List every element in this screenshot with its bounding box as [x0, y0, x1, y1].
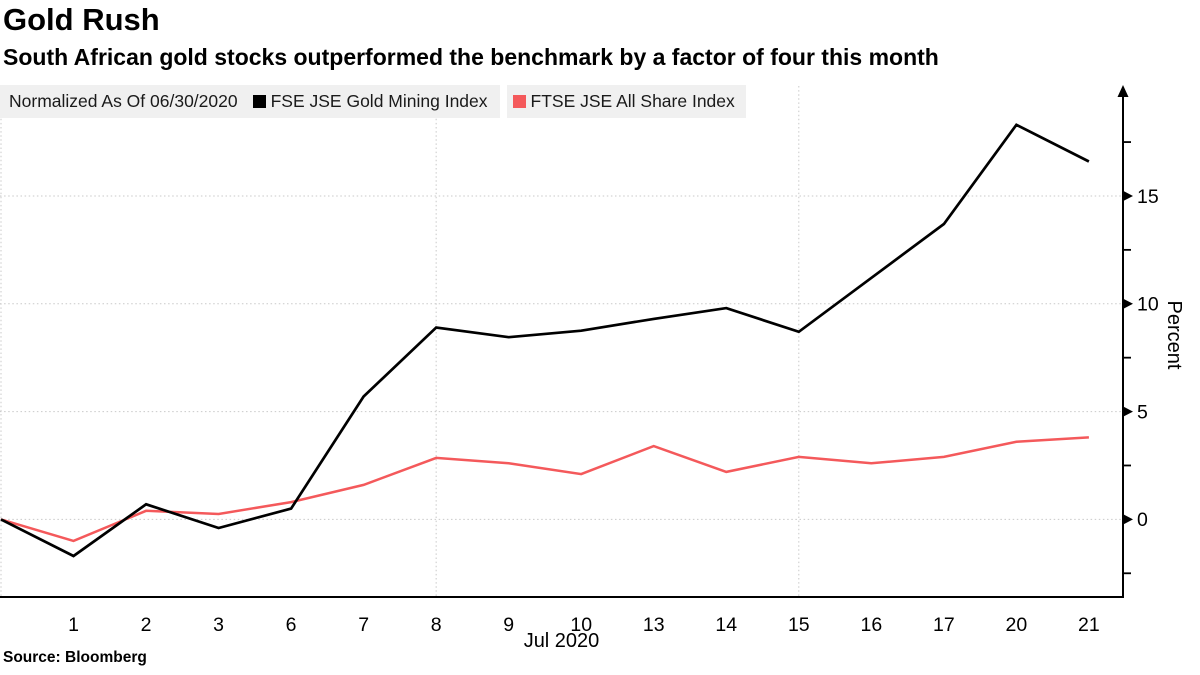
- x-tick-label: 7: [358, 614, 369, 636]
- legend-box-right: FTSE JSE All Share Index: [506, 85, 746, 118]
- x-tick-label: 16: [860, 614, 882, 636]
- x-tick-label: 6: [286, 614, 297, 636]
- y-tick-label: 5: [1137, 401, 1148, 423]
- y-tick-label: 10: [1137, 294, 1159, 316]
- x-tick-label: 3: [213, 614, 224, 636]
- y-tick-arrow-icon: [1123, 298, 1133, 309]
- legend-box-left: Normalized As Of 06/30/2020 FSE JSE Gold…: [0, 85, 500, 118]
- x-tick-label: 20: [1006, 614, 1028, 636]
- x-tick-label: 14: [715, 614, 737, 636]
- legend-bar: Normalized As Of 06/30/2020 FSE JSE Gold…: [0, 85, 746, 118]
- x-tick-label: 9: [503, 614, 514, 636]
- x-tick-label: 2: [141, 614, 152, 636]
- x-tick-label: 15: [788, 614, 810, 636]
- y-axis-arrow-icon: [1117, 85, 1129, 97]
- legend-item-gold-mining: FSE JSE Gold Mining Index: [252, 91, 488, 112]
- x-axis-title: Jul 2020: [524, 630, 600, 652]
- series-line-gold-mining: [0, 123, 1090, 558]
- x-tick-label: 17: [933, 614, 955, 636]
- y-tick-arrow-icon: [1123, 514, 1133, 525]
- page-title: Gold Rush: [3, 2, 160, 37]
- all-share-series-swatch-icon: [512, 95, 526, 108]
- y-axis-title: Percent: [1163, 301, 1185, 370]
- y-tick-arrow-icon: [1123, 406, 1133, 417]
- legend-normalized-note: Normalized As Of 06/30/2020: [9, 91, 238, 111]
- series-line-all-share: [0, 436, 1089, 543]
- legend-item-all-share: FTSE JSE All Share Index: [512, 91, 735, 112]
- source-credit: Source: Bloomberg: [3, 649, 147, 666]
- y-tick-label: 0: [1137, 509, 1148, 531]
- legend-label-gold-mining: FSE JSE Gold Mining Index: [270, 91, 488, 111]
- x-tick-label: 21: [1078, 614, 1100, 636]
- gold-mining-series-swatch-icon: [252, 95, 266, 108]
- chart-subtitle: South African gold stocks outperformed t…: [3, 44, 939, 70]
- x-tick-label: 13: [643, 614, 665, 636]
- y-tick-arrow-icon: [1123, 190, 1133, 202]
- legend-label-all-share: FTSE JSE All Share Index: [530, 91, 735, 111]
- y-tick-label: 15: [1137, 186, 1159, 208]
- x-tick-label: 1: [68, 614, 79, 636]
- x-tick-label: 10: [570, 614, 592, 636]
- x-tick-label: 8: [431, 614, 442, 636]
